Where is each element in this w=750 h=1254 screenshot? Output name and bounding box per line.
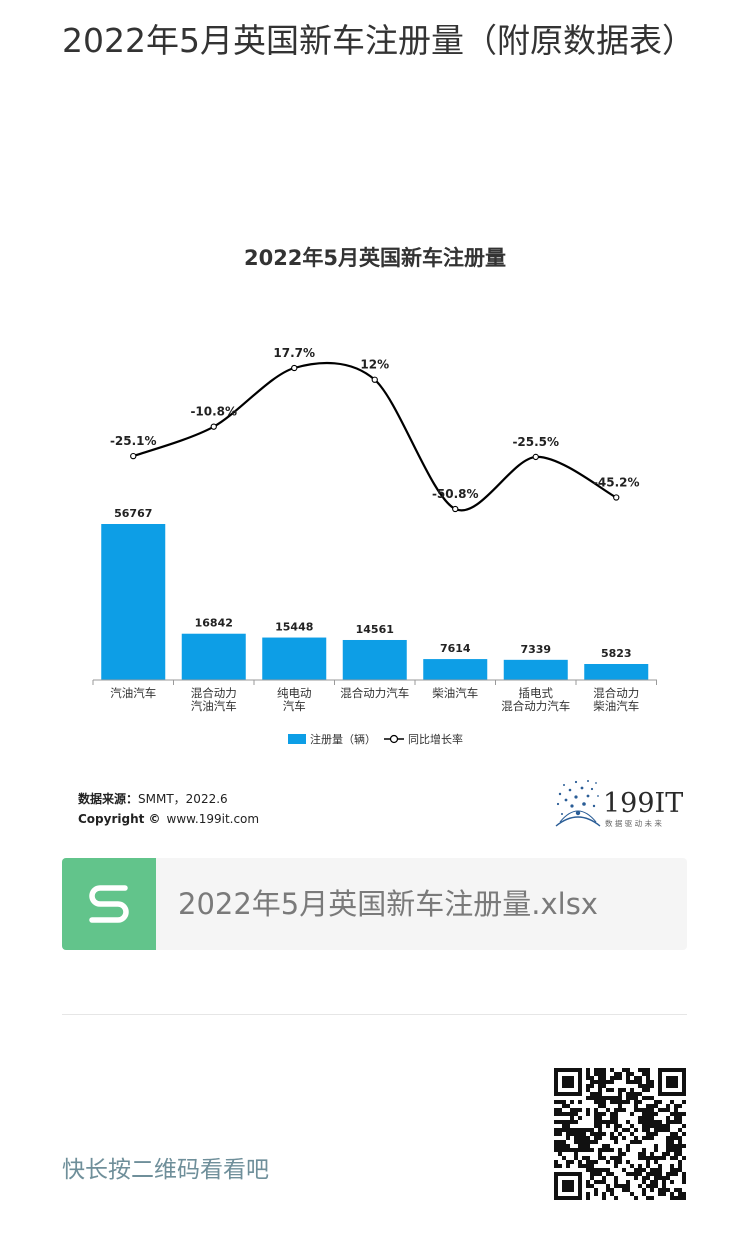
growth-value-label: -25.1% [110, 434, 157, 448]
growth-value-label: -45.2% [593, 475, 640, 489]
category-label: 柴油汽车 [432, 686, 478, 700]
category-label: 混合动力汽车 [340, 686, 409, 700]
logo-wordmark: 199IT [603, 788, 683, 819]
growth-points [130, 364, 620, 513]
bar-value-label: 16842 [195, 617, 233, 630]
bar-labels: 56767 16842 15448 14561 7614 7339 5823 [114, 507, 631, 660]
growth-value-label: -10.8% [190, 405, 237, 419]
growth-point [291, 364, 298, 372]
growth-labels: -25.1% -10.8% 17.7% 12% -50.8% -25.5% -45.2% [110, 346, 640, 501]
growth-value-label: 17.7% [273, 346, 315, 360]
category-label: 混合动力汽车 [501, 699, 570, 713]
bar [342, 639, 407, 680]
bar-value-label: 56767 [114, 507, 152, 520]
growth-point [210, 423, 217, 430]
bar-value-label: 7339 [520, 643, 551, 656]
legend-bar-label: 注册量（辆） [310, 732, 376, 746]
divider [62, 1014, 687, 1015]
bar [181, 633, 246, 680]
199it-logo: 199IT 数 据 驱 动 未 来 [555, 780, 683, 828]
growth-value-label: 12% [360, 358, 389, 372]
spreadsheet-s-icon [62, 858, 156, 950]
qr-code-icon[interactable] [554, 1068, 686, 1200]
category-label: 汽油汽车 [191, 699, 237, 713]
category-label: 柴油汽车 [593, 699, 639, 713]
legend-line-label: 同比增长率 [408, 732, 463, 746]
category-label: 混合动力 [191, 686, 237, 700]
growth-value-label: -25.5% [512, 435, 559, 449]
growth-point [130, 452, 137, 460]
source-label: 数据来源： [78, 791, 138, 806]
source-value: SMMT，2022.6 [138, 792, 228, 806]
bar [423, 659, 488, 680]
legend: 注册量（辆） 同比增长率 [288, 732, 463, 746]
category-label: 汽车 [283, 699, 306, 713]
svg-text:数据来源：SMMT，2022.6: 数据来源：SMMT，2022.6 [78, 791, 228, 806]
category-label: 混合动力 [593, 686, 639, 700]
logo-tagline: 数 据 驱 动 未 来 [605, 818, 662, 828]
chart: 2022年5月英国新车注册量 56767 16842 15448 14561 7614 7… [78, 246, 683, 828]
growth-point [613, 494, 620, 501]
copyright-value: www.199it.com [167, 812, 260, 826]
bar-value-label: 14561 [356, 623, 394, 636]
growth-point [371, 376, 378, 383]
category-label: 汽油汽车 [110, 686, 156, 700]
qr-hint-text: 快长按二维码看看吧 [62, 1157, 269, 1183]
bar-value-label: 7614 [440, 642, 471, 655]
bar [262, 637, 327, 680]
bar [503, 659, 568, 680]
growth-point [452, 505, 459, 513]
copyright-label: Copyright © [78, 812, 161, 826]
bar [584, 663, 649, 680]
source-note: 数据来源：SMMT，2022.6 Copyright © www.199it.co… [78, 791, 259, 826]
svg-text:Copyright ©www.199it.com: Copyright © www.199it.com [78, 812, 259, 826]
bar-value-label: 5823 [601, 647, 632, 660]
legend-line-marker [389, 734, 399, 744]
chart-title: 2022年5月英国新车注册量 [244, 246, 506, 270]
growth-point [532, 453, 539, 461]
legend-bar-swatch [288, 734, 306, 744]
bars-group [101, 524, 649, 680]
bar [101, 524, 166, 680]
attachment-card[interactable]: 2022年5月英国新车注册量.xlsx [62, 858, 687, 950]
category-label: 插电式 [519, 686, 554, 700]
dandelion-icon [555, 780, 601, 827]
bar-value-label: 15448 [275, 621, 313, 634]
x-ticks [92, 680, 657, 685]
growth-value-label: -50.8% [432, 487, 479, 501]
attachment-file-name[interactable]: 2022年5月英国新车注册量.xlsx [178, 887, 598, 921]
category-label: 纯电动 [277, 686, 312, 700]
article-title: 2022年5月英国新车注册量（附原数据表） [62, 21, 695, 60]
